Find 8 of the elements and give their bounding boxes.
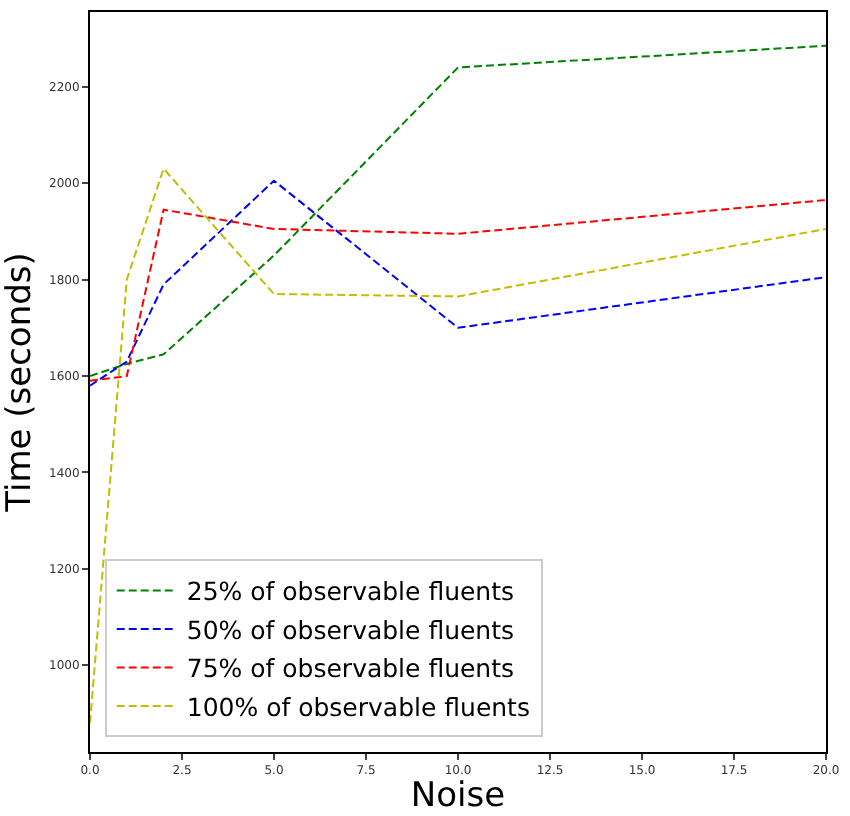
legend-label: 50% of observable fluents (186, 614, 515, 645)
legend-label: 100% of observable fluents (186, 691, 530, 722)
line-series (90, 167, 826, 725)
y-axis-title: Time (seconds) (0, 252, 41, 514)
x-axis-title: Noise (410, 776, 506, 816)
legend-label: 25% of observable fluents (186, 576, 515, 607)
legend-label: 75% of observable fluents (186, 653, 515, 684)
line-series (90, 44, 826, 377)
